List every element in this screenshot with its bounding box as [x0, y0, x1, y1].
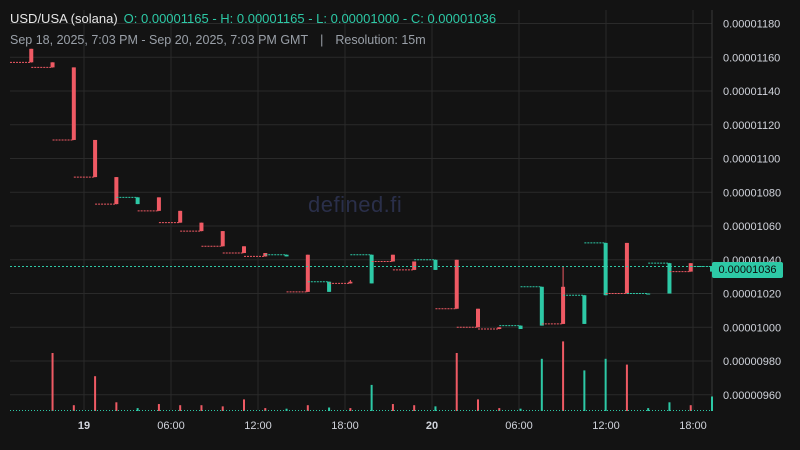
ohlc-readout: O: 0.00001165 - H: 0.00001165 - L: 0.000… [123, 11, 497, 26]
y-tick-label: 0.00000960 [723, 390, 781, 402]
volume-bar [157, 404, 160, 411]
symbol-label: USD/USA (solana) [10, 11, 118, 26]
volume-bar [498, 408, 501, 411]
volume-bar [519, 408, 522, 411]
volume-bar [434, 406, 437, 411]
x-tick-label: 18:00 [679, 420, 707, 432]
candle-body [284, 254, 289, 257]
volume-bar [349, 408, 352, 411]
volume-bar [264, 408, 267, 411]
candle-body [667, 263, 672, 294]
candle-body [369, 254, 374, 284]
x-tick-label: 12:00 [592, 420, 620, 432]
x-tick-label: 19 [78, 420, 90, 432]
candle-body [646, 293, 651, 295]
volume-bar [94, 376, 97, 411]
y-tick-label: 0.00001120 [723, 120, 780, 132]
volume-bar [179, 405, 182, 411]
volume-bar [370, 384, 373, 411]
candle-body [242, 246, 246, 254]
volume-bar [413, 405, 416, 411]
candle-body [327, 281, 332, 292]
volume-bar [689, 405, 692, 411]
volume-bar [540, 358, 543, 411]
candle-body [582, 295, 587, 324]
candle-body [539, 286, 544, 326]
candle-body [178, 210, 183, 223]
candle-body [603, 242, 608, 296]
candle-body [390, 254, 395, 262]
candle-body [135, 197, 140, 205]
candle-body [497, 327, 502, 329]
candle-body [29, 48, 34, 63]
volume-bar [647, 408, 650, 411]
volume-bar [604, 358, 607, 411]
x-tick-label: 12:00 [244, 420, 272, 432]
y-tick-label: 0.00000980 [723, 356, 781, 368]
y-tick-label: 0.00001060 [723, 221, 781, 233]
x-tick-label: 20 [426, 420, 438, 432]
volume-bar [711, 396, 713, 411]
candle-body [412, 261, 417, 270]
volume-bar [200, 405, 203, 411]
candle-body [71, 67, 76, 140]
candle-body [50, 62, 55, 68]
volume-bar [285, 408, 288, 411]
candle-body [624, 242, 629, 294]
candle-body [93, 139, 98, 178]
volume-bar [306, 405, 309, 411]
candle-body [156, 197, 161, 211]
chart-header: USD/USA (solana) O: 0.00001165 - H: 0.000… [10, 11, 496, 26]
x-tick-label: 18:00 [331, 420, 359, 432]
volume-bar [72, 405, 75, 411]
volume-bar [583, 370, 586, 411]
candle-body [476, 308, 480, 328]
y-tick-label: 0.00001140 [723, 86, 780, 98]
volume-bar [625, 364, 628, 411]
y-tick-label: 0.00001020 [723, 289, 781, 301]
y-tick-label: 0.00001180 [723, 19, 780, 31]
volume-bar [51, 353, 54, 411]
y-tick-label: 0.00001000 [723, 322, 781, 334]
separator: | [320, 33, 324, 47]
candle-body [433, 259, 438, 270]
chart-subheader: Sep 18, 2025, 7:03 PM - Sep 20, 2025, 7:… [10, 33, 426, 47]
x-tick-label: 06:00 [505, 420, 533, 432]
candle-body [199, 222, 204, 232]
volume-bar [328, 407, 331, 411]
volume-bar [668, 402, 671, 411]
watermark-logo: defined.fi [308, 192, 403, 217]
candle-body [220, 231, 225, 247]
volume-bar [115, 402, 118, 411]
candle-body [454, 259, 459, 309]
resolution-label: Resolution: 15m [335, 33, 426, 47]
volume-bar [477, 399, 479, 411]
candle-body [114, 177, 119, 205]
candle-body [518, 325, 523, 329]
candle-body [688, 263, 693, 272]
volume-bar [391, 404, 394, 411]
volume-bar [136, 408, 139, 411]
y-tick-label: 0.00001160 [723, 52, 780, 64]
candle-body [305, 254, 310, 292]
last-price-badge: 0.00001036 [712, 262, 783, 278]
candle-body [561, 286, 566, 324]
volume-bar [455, 353, 458, 411]
x-tick-label: 06:00 [157, 420, 185, 432]
date-range: Sep 18, 2025, 7:03 PM - Sep 20, 2025, 7:… [10, 33, 309, 47]
y-tick-label: 0.00001080 [723, 187, 781, 199]
volume-bar [243, 399, 245, 411]
y-tick-label: 0.00001100 [723, 154, 780, 166]
volume-bar [221, 406, 224, 411]
candle-body [348, 281, 353, 284]
volume-bar [562, 341, 565, 411]
